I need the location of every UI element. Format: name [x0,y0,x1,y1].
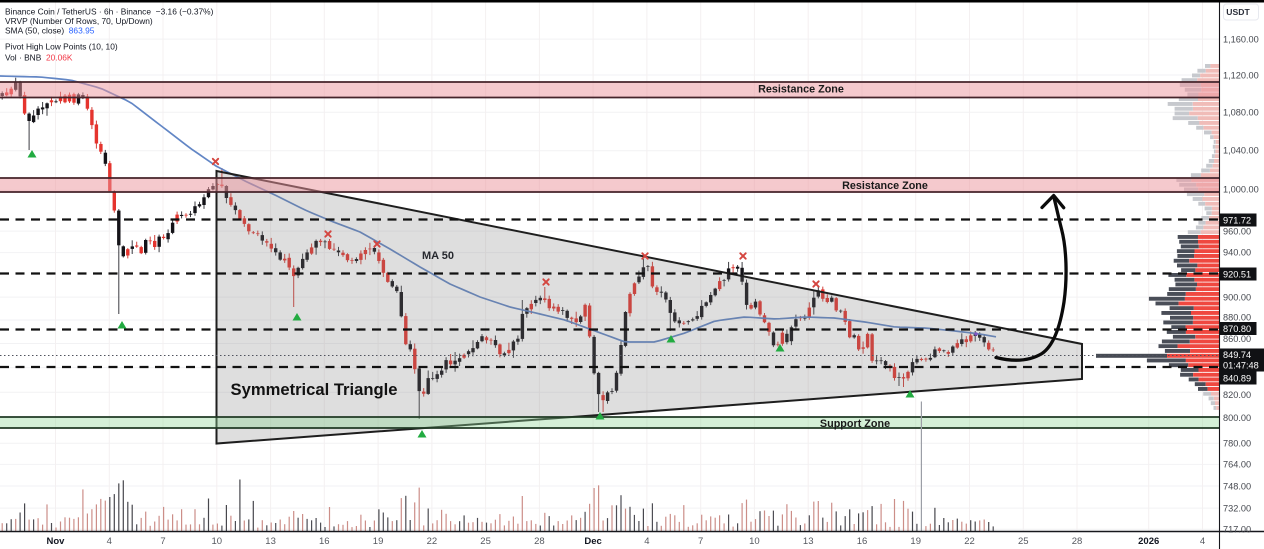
svg-text:Symmetrical Triangle: Symmetrical Triangle [231,380,398,399]
svg-text:748.00: 748.00 [1223,481,1251,491]
svg-text:01:47:48: 01:47:48 [1223,361,1259,371]
svg-text:USDT: USDT [1226,7,1250,17]
svg-text:4: 4 [107,536,112,547]
svg-text:717.00: 717.00 [1223,524,1251,534]
svg-text:1,080.00: 1,080.00 [1223,107,1259,117]
svg-text:Support Zone: Support Zone [820,418,890,430]
svg-text:764.00: 764.00 [1223,459,1251,469]
svg-text:860.00: 860.00 [1223,334,1251,344]
svg-text:780.00: 780.00 [1223,438,1251,448]
svg-text:940.00: 940.00 [1223,247,1251,257]
svg-text:22: 22 [964,536,975,547]
svg-text:MA 50: MA 50 [422,250,454,262]
svg-text:900.00: 900.00 [1223,292,1251,302]
svg-text:Resistance Zone: Resistance Zone [842,180,928,192]
svg-text:16: 16 [857,536,868,547]
svg-text:4: 4 [1200,536,1205,547]
svg-text:28: 28 [1072,536,1083,547]
svg-text:22: 22 [427,536,438,547]
svg-text:19: 19 [373,536,384,547]
svg-text:Pivot High Low Points (10, 10): Pivot High Low Points (10, 10) [5,42,118,52]
svg-text:Nov: Nov [47,536,66,547]
svg-text:732.00: 732.00 [1223,503,1251,513]
svg-text:SMA (50, close) 863.95: SMA (50, close) 863.95 [5,26,95,36]
svg-text:1,160.00: 1,160.00 [1223,34,1259,44]
svg-text:25: 25 [480,536,491,547]
svg-text:7: 7 [160,536,165,547]
svg-text:7: 7 [698,536,703,547]
svg-text:25: 25 [1018,536,1029,547]
svg-text:VRVP (Number Of Rows, 70, Up/D: VRVP (Number Of Rows, 70, Up/Down) [5,16,153,26]
svg-text:960.00: 960.00 [1223,226,1251,236]
svg-text:28: 28 [534,536,545,547]
svg-text:4: 4 [644,536,649,547]
svg-text:Binance Coin / TetherUS · 6h ·: Binance Coin / TetherUS · 6h · Binance −… [5,7,214,17]
svg-text:13: 13 [803,536,814,547]
svg-text:1,000.00: 1,000.00 [1223,184,1259,194]
svg-text:19: 19 [910,536,921,547]
svg-text:800.00: 800.00 [1223,413,1251,423]
svg-text:1,040.00: 1,040.00 [1223,145,1259,155]
svg-text:Vol · BNB 20.06K: Vol · BNB 20.06K [5,53,73,63]
svg-text:849.74: 849.74 [1223,350,1251,360]
svg-text:971.72: 971.72 [1223,215,1251,225]
svg-text:16: 16 [319,536,330,547]
svg-text:13: 13 [265,536,276,547]
svg-text:Dec: Dec [584,536,601,547]
svg-text:880.00: 880.00 [1223,312,1251,322]
svg-text:840.89: 840.89 [1223,373,1251,383]
svg-text:10: 10 [749,536,760,547]
svg-text:1,120.00: 1,120.00 [1223,70,1259,80]
svg-text:820.00: 820.00 [1223,390,1251,400]
svg-text:2026: 2026 [1138,536,1159,547]
svg-text:10: 10 [212,536,223,547]
svg-text:Resistance Zone: Resistance Zone [758,84,844,96]
svg-text:870.80: 870.80 [1223,324,1251,334]
svg-text:920.51: 920.51 [1223,269,1251,279]
